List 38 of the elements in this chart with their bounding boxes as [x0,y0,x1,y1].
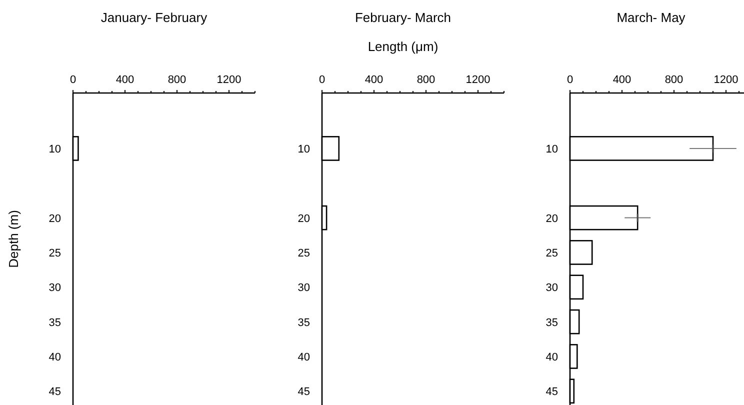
y-tick-label: 35 [298,316,310,329]
x-tick-label: 0 [70,74,76,86]
y-tick-label: 30 [48,282,61,294]
x-tick-label: 800 [168,74,186,86]
y-tick-label: 10 [546,143,558,156]
chart-title: February- March [354,10,452,25]
y-tick-label: 30 [298,282,310,294]
y-tick-label: 25 [298,247,310,260]
y-tick-label: 20 [48,212,61,225]
y-tick-label: 10 [298,143,310,156]
y-tick-label: 25 [48,247,61,260]
y-tick-label: 40 [546,351,558,364]
x-tick-label: 400 [612,74,632,86]
y-tick-label: 25 [546,247,558,260]
y-tick-label: 10 [48,143,61,156]
x-tick-label: 800 [416,74,436,86]
y-tick-label: 45 [298,386,310,398]
y-tick-label: 20 [546,212,558,225]
x-tick-label: 0 [566,74,574,86]
y-tick-label: 35 [48,316,61,329]
x-tick-label: 400 [116,74,134,86]
y-tick-label: 30 [546,282,558,294]
y-axis-title: Depth (m) [6,210,21,268]
y-tick-label: 45 [546,386,558,398]
chart-title: March- May [616,10,686,25]
chart-title: January- February [100,10,208,25]
x-tick-label: 800 [664,74,684,86]
x-tick-label: 0 [318,74,326,86]
y-tick-label: 20 [298,212,310,225]
x-tick-label: 1200 [466,74,490,86]
x-axis-title: Length (μm) [368,39,438,54]
y-tick-label: 35 [546,316,558,329]
y-tick-label: 45 [48,386,61,398]
y-tick-label: 40 [48,351,61,364]
x-tick-label: 400 [364,74,384,86]
y-tick-label: 40 [298,351,310,364]
x-tick-label: 1200 [714,74,738,86]
x-tick-label: 1200 [216,74,242,86]
